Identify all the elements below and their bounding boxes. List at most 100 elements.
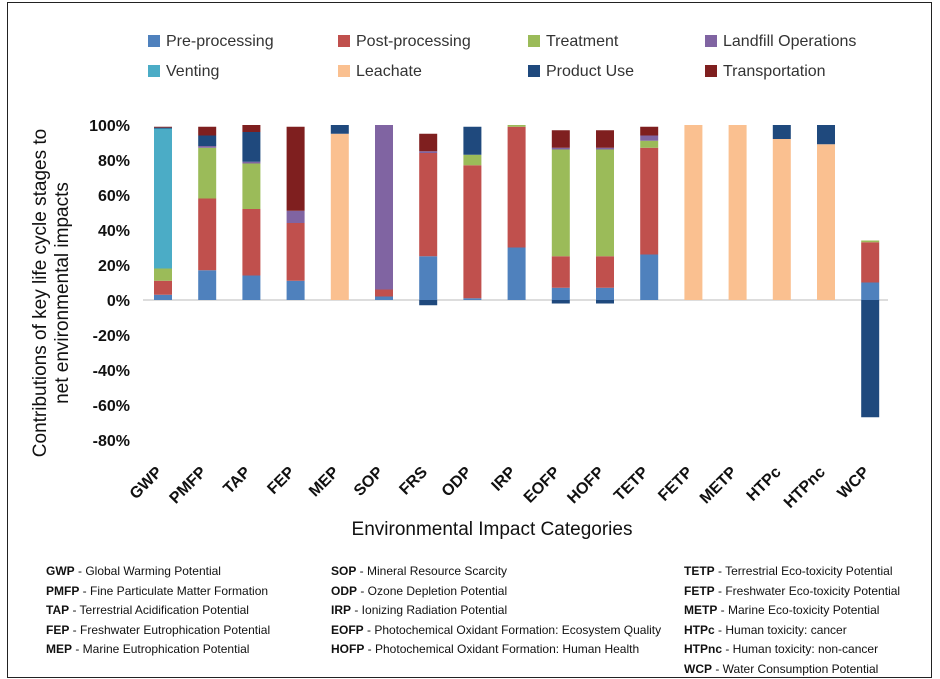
abbreviation-meaning: - Marine Eutrophication Potential	[72, 642, 250, 656]
abbreviation-row: MEP - Marine Eutrophication Potential	[46, 640, 270, 660]
legend-label: Leachate	[356, 63, 422, 80]
y-tick-label: 40%	[98, 223, 130, 240]
bar-segment-HOFP	[596, 287, 614, 300]
bar-segment-HTPnc	[817, 125, 835, 145]
bar-segment-FETP	[684, 125, 703, 300]
bar-segment-GWP	[154, 268, 172, 281]
bar-segment-SOP	[375, 289, 393, 297]
bar-segment-EOFP	[551, 149, 570, 257]
x-tick-label: ODP	[439, 464, 476, 501]
bar-segment-EOFP	[551, 256, 570, 288]
legend-item: Post-processing	[338, 33, 471, 50]
abbreviation-code: HOFP	[331, 642, 365, 656]
legend-item: Pre-processing	[148, 33, 274, 50]
abbreviation-row: FEP - Freshwater Eutrophication Potentia…	[46, 621, 270, 641]
legend-swatch	[528, 35, 540, 47]
bar-segment-IRP	[507, 125, 526, 127]
bar-segment-SOP	[375, 296, 393, 300]
abbreviation-row: HTPnc - Human toxicity: non-cancer	[684, 640, 900, 660]
abbreviation-column-1: GWP - Global Warming Potential PMFP - Fin…	[46, 562, 270, 660]
legend-swatch	[528, 65, 540, 77]
abbreviation-code: IRP	[331, 603, 352, 617]
y-tick-label: -40%	[93, 363, 130, 380]
y-axis-title: Contributions of key life cycle stages t…	[30, 129, 73, 457]
legend-label: Venting	[166, 63, 219, 80]
abbreviation-code: FEP	[46, 622, 70, 637]
bar-segment-WCP	[861, 282, 880, 300]
abbreviation-row: FETP - Freshwater Eco-toxicity Potential	[684, 582, 900, 602]
legend-item: Venting	[148, 63, 219, 80]
bar-segment-WCP	[861, 300, 880, 418]
abbreviation-row: PMFP - Fine Particulate Matter Formation	[46, 582, 270, 602]
abbreviation-column-3: TETP - Terrestrial Eco-toxicity Potentia…	[684, 562, 900, 679]
legend-swatch	[705, 35, 717, 47]
legend-swatch	[338, 65, 350, 77]
legend-label: Treatment	[546, 33, 619, 50]
bar-segment-PMFP	[198, 198, 217, 271]
bar-segment-PMFP	[198, 147, 217, 199]
y-tick-label: -80%	[93, 433, 130, 450]
bar-segment-IRP	[507, 126, 526, 248]
bar-segment-FRS	[419, 153, 438, 257]
y-tick-label: 0%	[107, 293, 130, 310]
legend-label: Pre-processing	[166, 33, 274, 50]
x-tick-label: WCP	[835, 464, 874, 503]
x-tick-label: FEP	[264, 464, 298, 498]
legend-swatch	[148, 35, 160, 47]
bar-segment-GWP	[154, 128, 172, 269]
legend-swatch	[338, 35, 350, 47]
abbreviation-row: HTPc - Human toxicity: cancer	[684, 621, 900, 641]
figure-frame: Pre-processing Post-processing Treatment La…	[7, 2, 932, 678]
legend-item: Leachate	[338, 63, 422, 80]
x-tick-label: MEP	[306, 464, 343, 501]
bar-segment-FRS	[419, 300, 438, 306]
bar-segment-EOFP	[551, 300, 570, 304]
y-tick-label: 60%	[98, 188, 130, 205]
x-tick-label: TETP	[611, 464, 652, 505]
abbreviation-meaning: - Ozone Depletion Potential	[357, 583, 508, 598]
y-tick-label: 100%	[89, 118, 130, 135]
y-tick-label: -20%	[93, 328, 130, 345]
x-tick-label: TAP	[220, 464, 254, 498]
abbreviation-row: ODP - Ozone Depletion Potential	[331, 582, 661, 602]
bar-segment-WCP	[861, 242, 880, 283]
legend-item: Landfill Operations	[705, 33, 856, 50]
x-tick-label: METP	[697, 464, 741, 508]
bar-segment-HOFP	[596, 256, 614, 288]
bar-segment-TAP	[242, 209, 261, 276]
bar-segment-EOFP	[551, 287, 570, 300]
x-tick-label: FETP	[655, 464, 696, 505]
abbreviation-meaning: - Global Warming Potential	[74, 564, 221, 578]
bar-segment-PMFP	[198, 146, 217, 148]
bar-segment-FRS	[419, 133, 438, 152]
abbreviation-meaning: - Marine Eco-toxicity Potential	[717, 603, 880, 617]
abbreviation-code: METP	[684, 603, 718, 617]
x-tick-label: IRP	[489, 464, 520, 495]
bar-segment-PMFP	[198, 135, 217, 146]
bar-segment-SOP	[375, 125, 393, 290]
bar-segment-HTPc	[772, 139, 791, 300]
abbreviation-code: TETP	[684, 564, 715, 578]
abbreviation-code: HTPnc	[684, 642, 723, 656]
legend-item: Transportation	[705, 63, 826, 80]
stacked-bar-chart: Pre-processing Post-processing Treatment La…	[30, 33, 888, 540]
bar-segment-GWP	[154, 127, 172, 129]
abbreviation-row: IRP - Ionizing Radiation Potential	[331, 601, 661, 621]
bar-segment-WCP	[861, 240, 880, 243]
abbreviation-code: HTPc	[684, 622, 715, 637]
bar-segment-EOFP	[551, 147, 570, 150]
abbreviation-code: GWP	[46, 564, 75, 578]
x-tick-label: PMFP	[167, 464, 211, 508]
x-tick-label: HTPnc	[781, 464, 829, 512]
abbreviation-code: FETP	[684, 583, 715, 598]
legend-label: Product Use	[546, 63, 634, 80]
abbreviation-column-2: SOP - Mineral Resource Scarcity ODP - Ozo…	[331, 562, 661, 660]
bar-segment-GWP	[154, 294, 172, 300]
bar-segment-TAP	[242, 163, 261, 209]
bar-segment-HOFP	[596, 147, 614, 150]
bar-segment-ODP	[463, 126, 482, 155]
bar-segment-MEP	[330, 125, 349, 134]
bar-segment-ODP	[463, 165, 482, 299]
bar-segment-TETP	[640, 147, 659, 255]
bar-segment-FEP	[286, 280, 305, 300]
